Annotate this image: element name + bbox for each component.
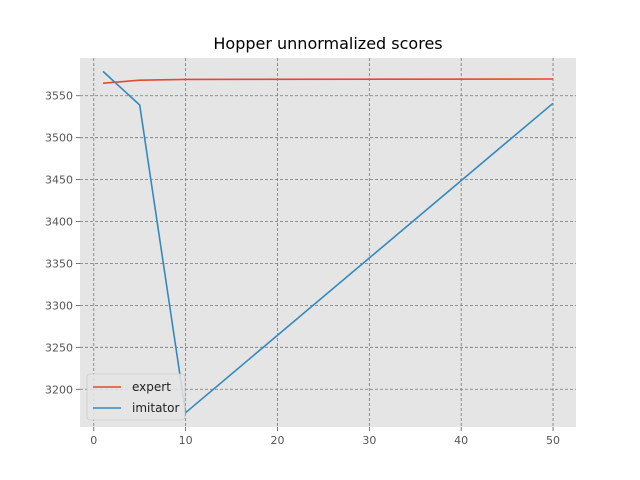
x-tick-label: 0 — [90, 434, 97, 447]
series-layer — [102, 70, 554, 414]
x-tick-label: 10 — [179, 434, 193, 447]
x-tick-label: 40 — [454, 434, 468, 447]
legend-label-expert: expert — [132, 380, 171, 394]
y-tick-label: 3250 — [45, 341, 73, 354]
chart-title: Hopper unnormalized scores — [213, 34, 442, 53]
y-tick-label: 3400 — [45, 216, 73, 229]
series-line-expert — [102, 78, 554, 84]
y-tick-label: 3350 — [45, 257, 73, 270]
x-tick-label: 30 — [362, 434, 376, 447]
legend-label-imitator: imitator — [132, 401, 179, 415]
x-tick-label: 20 — [270, 434, 284, 447]
y-tick-label: 3200 — [45, 383, 73, 396]
grid-lines — [80, 58, 576, 427]
y-tick-label: 3450 — [45, 174, 73, 187]
x-tick-label: 50 — [546, 434, 560, 447]
y-tick-label: 3300 — [45, 299, 73, 312]
plot-area — [80, 58, 576, 427]
y-tick-label: 3500 — [45, 132, 73, 145]
series-line-imitator — [102, 70, 554, 414]
y-tick-label: 3550 — [45, 90, 73, 103]
y-axis: 3200 3250 3300 3350 3400 3450 3500 3550 — [45, 90, 80, 396]
x-axis: 0 10 20 30 40 50 — [90, 427, 560, 447]
legend: expert imitator — [86, 373, 186, 421]
